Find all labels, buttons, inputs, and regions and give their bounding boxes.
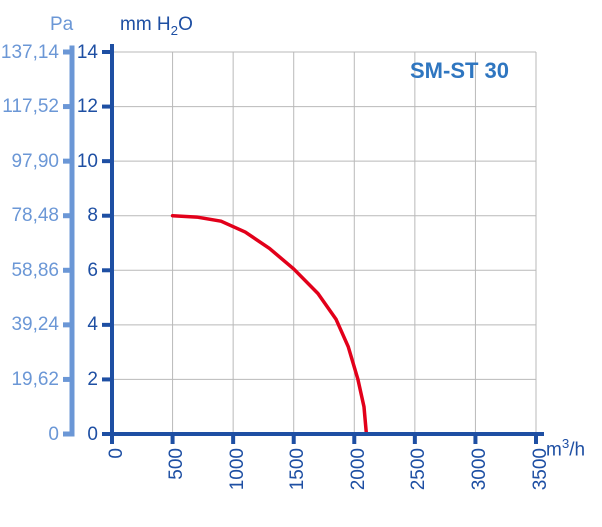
y-tick-label: 6 <box>72 260 98 282</box>
x-tick-label: 1500 <box>287 448 309 508</box>
y-tick-label: 8 <box>72 205 98 227</box>
pa-tick-label: 97,90 <box>0 151 59 173</box>
y-tick-label: 14 <box>72 42 98 64</box>
y-tick-label: 12 <box>72 96 98 118</box>
pa-tick-label: 117,52 <box>0 96 59 118</box>
x-tick-label: 3000 <box>469 448 491 508</box>
pa-axis-title: Pa <box>50 14 73 36</box>
y-tick-label: 10 <box>72 151 98 173</box>
x-tick-label: 0 <box>106 448 128 508</box>
y-tick-label: 4 <box>72 314 98 336</box>
mm-axis-title: mm H2O <box>120 14 193 38</box>
y-tick-label: 2 <box>72 369 98 391</box>
chart-model-label: SM-ST 30 <box>410 58 509 84</box>
pa-tick-label: 0 <box>0 424 59 446</box>
pa-tick-label: 39,24 <box>0 314 59 336</box>
fan-curve-chart: { "canvas": { "width": 602, "height": 52… <box>0 0 602 527</box>
pa-tick-label: 19,62 <box>0 369 59 391</box>
x-tick-label: 1000 <box>227 448 249 508</box>
pa-tick-label: 58,86 <box>0 260 59 282</box>
pa-tick-label: 78,48 <box>0 205 59 227</box>
x-tick-label: 3500 <box>530 448 552 508</box>
y-tick-label: 0 <box>72 424 98 446</box>
x-tick-label: 2500 <box>408 448 430 508</box>
pa-tick-label: 137,14 <box>0 42 59 64</box>
x-tick-label: 2000 <box>348 448 370 508</box>
x-tick-label: 500 <box>166 448 188 508</box>
